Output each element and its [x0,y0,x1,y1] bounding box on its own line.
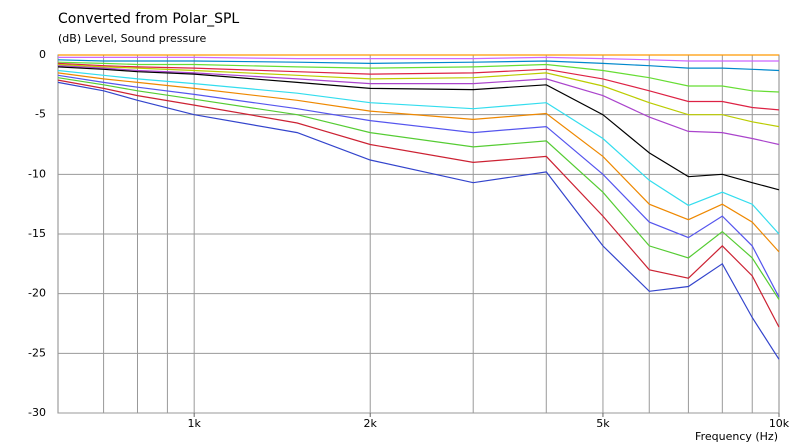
y-tick-label: -10 [28,167,46,180]
series-line [57,63,780,128]
series-line [57,77,780,300]
x-tick-label: 5k [596,417,610,430]
series-line [57,59,780,72]
series-line [57,61,780,93]
series-line [57,72,780,253]
series-line [57,81,780,360]
y-tick-label: -5 [35,108,46,121]
series-line [57,69,780,235]
series-line [58,56,779,62]
series-line [57,66,780,191]
x-tick-label: 2k [364,417,378,430]
x-tick-label: 1k [187,417,201,430]
chart-subtitle: (dB) Level, Sound pressure [58,32,207,45]
y-tick-label: -25 [28,346,46,359]
y-tick-label: -15 [28,227,46,240]
x-axis-label: Frequency (Hz) [695,430,778,443]
series-line [57,79,780,328]
y-tick-label: -20 [28,287,46,300]
y-tick-label: 0 [39,48,46,61]
series-line [57,62,780,111]
series-line [57,74,780,298]
x-tick-label: 10k [769,417,790,430]
series-line [57,65,780,146]
chart-title: Converted from Polar_SPL [58,11,239,27]
y-tick-label: -30 [28,406,46,419]
